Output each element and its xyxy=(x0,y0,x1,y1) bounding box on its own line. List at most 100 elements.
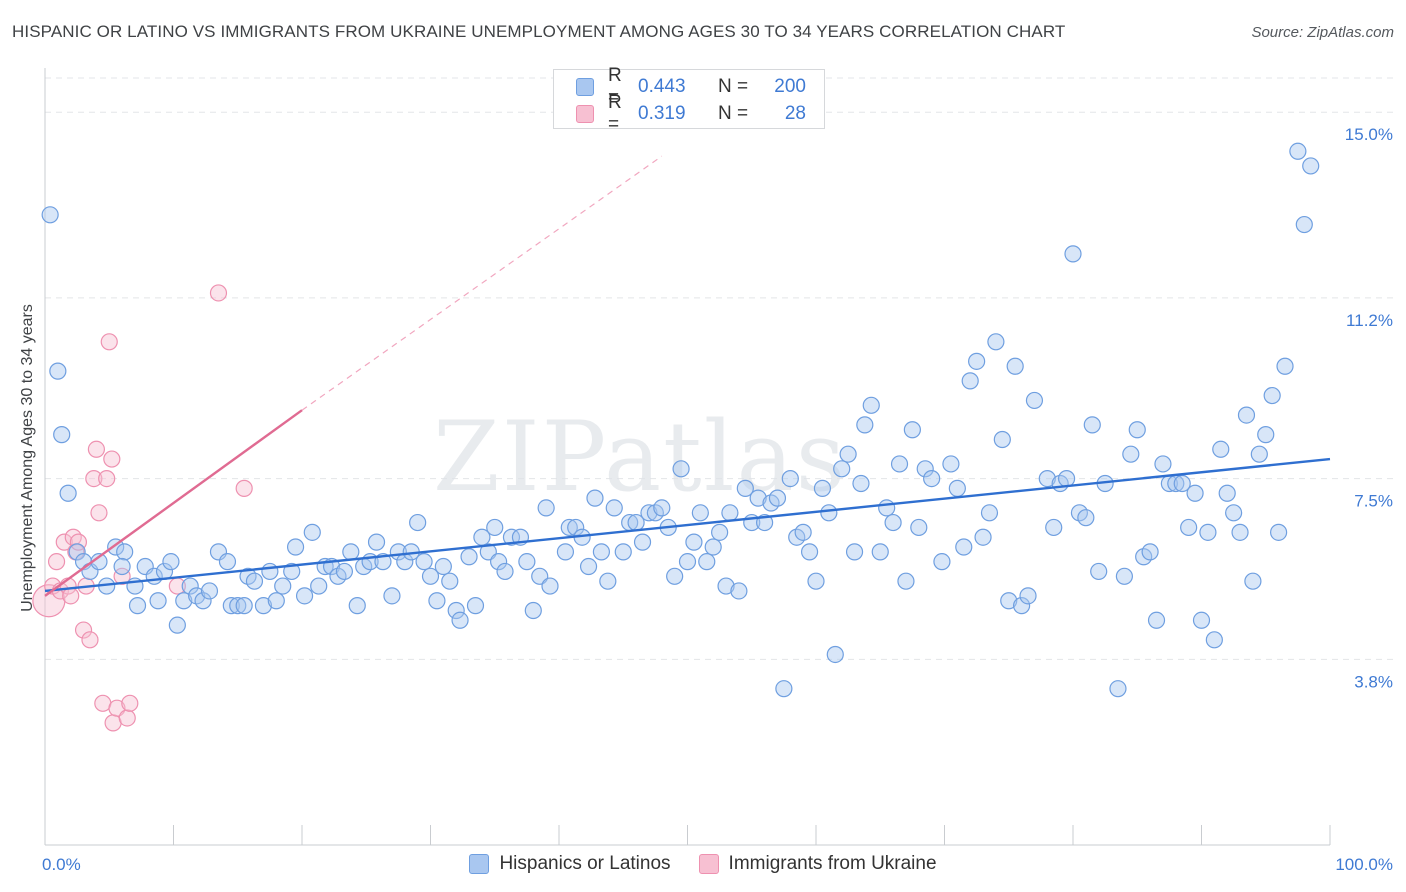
hispanic-point xyxy=(175,592,193,610)
hispanic-point xyxy=(749,489,767,507)
hispanic-point xyxy=(993,430,1011,449)
hispanic-point xyxy=(1109,680,1127,698)
hispanic-point xyxy=(524,601,542,620)
hispanic-point xyxy=(466,597,485,615)
hispanic-point xyxy=(871,543,889,561)
hispanic-point xyxy=(1000,592,1018,610)
ukraine-point xyxy=(47,553,66,571)
hispanic-point xyxy=(235,597,253,615)
hispanic-point xyxy=(678,553,697,571)
x-tick-label: 0.0% xyxy=(42,855,81,874)
hispanic-point xyxy=(794,523,812,541)
hispanic-point xyxy=(295,587,314,605)
hispanic-point xyxy=(768,489,787,507)
hispanic-point xyxy=(181,577,199,595)
hispanic-point xyxy=(736,479,754,497)
legend-r-value: 0.319 xyxy=(638,103,686,124)
hispanic-point xyxy=(878,499,896,517)
hispanic-point xyxy=(460,548,478,566)
series-legend: Hispanics or Latinos Immigrants from Ukr… xyxy=(0,852,1406,876)
hispanic-point xyxy=(194,592,212,610)
hispanic-point xyxy=(1205,631,1223,649)
hispanic-point xyxy=(826,645,844,664)
hispanic-point xyxy=(168,616,186,634)
hispanic-point xyxy=(283,562,301,581)
hispanic-point xyxy=(303,523,321,541)
hispanic-point xyxy=(335,562,354,581)
legend-label-hispanic: Hispanics or Latinos xyxy=(499,853,671,874)
hispanic-point xyxy=(556,543,575,561)
hispanic-point xyxy=(254,597,273,615)
hispanic-point xyxy=(666,567,684,585)
hispanic-point xyxy=(1019,587,1037,605)
hispanic-point xyxy=(245,572,264,590)
hispanic-point xyxy=(1186,484,1204,502)
hispanic-point xyxy=(1154,455,1172,473)
hispanic-point xyxy=(633,533,652,551)
ukraine-point xyxy=(81,631,99,649)
hispanic-point xyxy=(286,538,305,556)
hispanic-point xyxy=(800,543,819,561)
legend-swatch-pink xyxy=(698,854,719,874)
hispanic-point xyxy=(128,597,147,615)
hispanic-point xyxy=(218,553,237,571)
hispanic-point xyxy=(53,426,71,444)
hispanic-point xyxy=(614,543,632,561)
hispanic-point xyxy=(586,489,604,507)
hispanic-point xyxy=(948,479,966,497)
legend-n-value: 28 xyxy=(784,103,806,124)
ukraine-point xyxy=(74,621,93,639)
legend-row-ukraine: R = 0.319 N = 28 xyxy=(576,92,806,135)
ukraine-point xyxy=(55,533,73,551)
hispanic-point xyxy=(1302,157,1320,175)
hispanic-point xyxy=(348,597,366,615)
hispanic-point xyxy=(845,543,864,561)
y-tick-label: 11.2% xyxy=(1346,311,1393,330)
hispanic-point xyxy=(1115,567,1134,585)
legend-row-hispanic: R = 0.443 N = 200 xyxy=(576,65,806,108)
legend-swatch-blue xyxy=(576,78,594,96)
hispanic-point xyxy=(974,528,992,546)
hispanic-point xyxy=(415,553,433,571)
legend-r-value: 0.443 xyxy=(638,76,686,97)
hispanic-point xyxy=(421,567,440,585)
hispanic-point xyxy=(1244,572,1262,590)
hispanic-point xyxy=(274,577,292,595)
ukraine-point xyxy=(90,504,108,522)
hispanic-point xyxy=(434,557,452,576)
hispanic-point xyxy=(1295,215,1313,234)
hispanic-point xyxy=(261,562,279,581)
ukraine-point xyxy=(113,567,131,585)
hispanic-point xyxy=(1090,562,1108,581)
hispanic-point xyxy=(698,553,716,571)
ukraine-point xyxy=(85,469,103,488)
ukraine-point xyxy=(121,694,139,712)
legend-swatch-blue xyxy=(469,854,490,874)
hispanic-point xyxy=(162,553,180,571)
hispanic-point xyxy=(721,504,739,522)
hispanic-point xyxy=(961,372,979,390)
hispanic-point xyxy=(1064,245,1082,263)
hispanic-point xyxy=(496,562,514,581)
hispanic-point xyxy=(1180,518,1198,537)
hispanic-point xyxy=(1237,406,1256,424)
legend-item-ukraine[interactable]: Immigrants from Ukraine xyxy=(698,853,937,875)
hispanic-point xyxy=(640,504,658,522)
hispanic-point xyxy=(813,479,832,497)
hispanic-point xyxy=(910,518,928,537)
ukraine-point xyxy=(98,469,116,488)
tick-labels: 3.8% 7.5% 11.2% 15.0% 0.0% 100.0% xyxy=(42,125,1393,874)
hispanic-point xyxy=(560,518,578,537)
hispanic-point xyxy=(839,445,857,463)
legend-item-hispanic[interactable]: Hispanics or Latinos xyxy=(469,853,671,875)
ukraine-point xyxy=(87,440,106,458)
hispanic-point xyxy=(1083,416,1101,434)
legend-label-ukraine: Immigrants from Ukraine xyxy=(728,853,937,874)
hispanic-point xyxy=(599,572,617,590)
y-tick-label: 15.0% xyxy=(1345,125,1393,144)
hispanic-point xyxy=(685,533,703,551)
hispanic-point xyxy=(1122,445,1140,463)
hispanic-trend-line xyxy=(44,457,1331,593)
hispanic-point xyxy=(1057,469,1076,488)
hispanic-point xyxy=(852,474,870,493)
